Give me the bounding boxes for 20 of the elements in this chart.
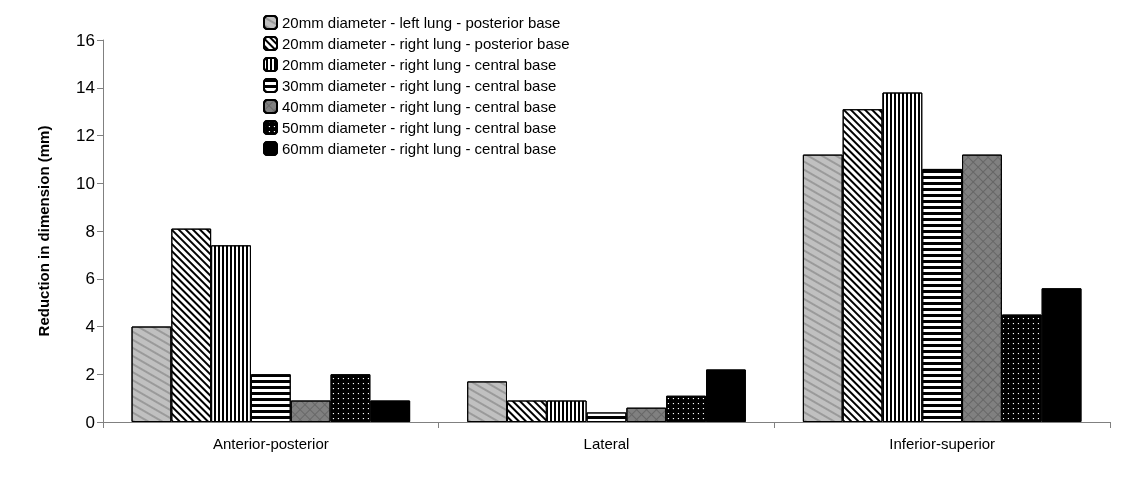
x-tick-label: Lateral — [583, 435, 630, 452]
legend-label: 50mm diameter - right lung - central base — [282, 119, 557, 136]
x-tick-label: Anterior-posterior — [212, 435, 329, 452]
legend-label: 20mm diameter - right lung - central base — [282, 56, 557, 73]
y-tick-label: 16 — [76, 30, 95, 50]
y-tick-label: 12 — [76, 126, 95, 145]
y-axis-title: Reduction in dimension (mm) — [35, 125, 52, 337]
legend-label: 20mm diameter - right lung - posterior base — [282, 35, 570, 52]
legend-label: 20mm diameter - left lung - posterior base — [282, 14, 561, 31]
y-tick-label: 2 — [85, 364, 95, 384]
legend-label: 60mm diameter - right lung - central base — [282, 140, 557, 157]
y-tick-label: 0 — [85, 412, 95, 432]
y-tick-label: 10 — [76, 173, 95, 193]
legend-label: 40mm diameter - right lung - central base — [282, 98, 557, 115]
y-tick-label: 14 — [76, 78, 95, 98]
y-tick-label: 4 — [85, 317, 95, 336]
y-tick-label: 8 — [85, 221, 95, 241]
x-tick-label: Inferior-superior — [889, 435, 996, 452]
legend-label: 30mm diameter - right lung - central base — [282, 77, 557, 94]
y-tick-label: 6 — [85, 269, 95, 289]
